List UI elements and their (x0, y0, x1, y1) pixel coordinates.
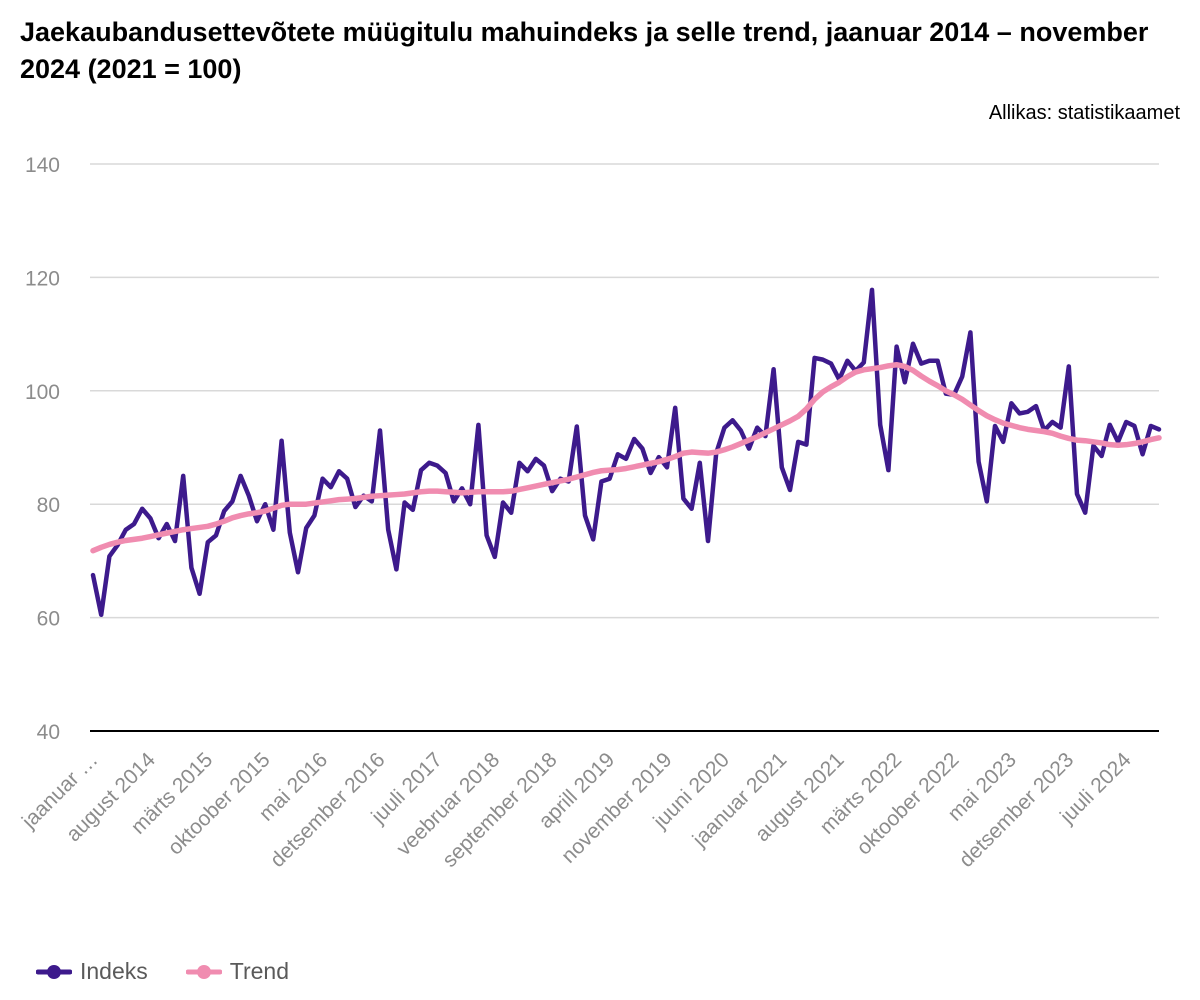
x-tick-label: oktoober 2015 (164, 748, 275, 859)
legend-label-indeks: Indeks (80, 957, 148, 984)
series-line-indeks[interactable] (90, 287, 1162, 618)
y-axis-tick-labels: 40 60 80 100 120 140 (25, 154, 60, 744)
y-tick-label: 60 (37, 608, 60, 631)
y-tick-label: 140 (25, 154, 60, 177)
series-line-trend[interactable] (90, 361, 1162, 554)
legend-swatch-trend-icon (185, 965, 222, 979)
legend: Indeks Trend (36, 956, 327, 986)
y-tick-label: 40 (37, 721, 60, 744)
chart-title: Jaekaubandusettevõtete müügitulu mahuind… (20, 17, 1149, 84)
legend-item-trend[interactable]: Trend (185, 956, 289, 986)
gridlines (90, 163, 1159, 732)
line-chart: 40 60 80 100 120 140 jaanuar …august 2014märt… (17, 154, 1162, 872)
x-tick-label: veebruar 2018 (392, 748, 504, 860)
y-tick-label: 100 (25, 381, 60, 404)
legend-item-indeks[interactable]: Indeks (36, 956, 148, 986)
y-tick-label: 120 (25, 267, 60, 290)
legend-swatch-indeks-icon (36, 965, 72, 979)
y-tick-label: 80 (37, 494, 60, 517)
source-label: Allikas: statistikaamet (988, 102, 1180, 124)
x-tick-label: oktoober 2022 (852, 748, 963, 859)
series-lines (90, 287, 1162, 618)
legend-label-trend: Trend (229, 957, 289, 984)
